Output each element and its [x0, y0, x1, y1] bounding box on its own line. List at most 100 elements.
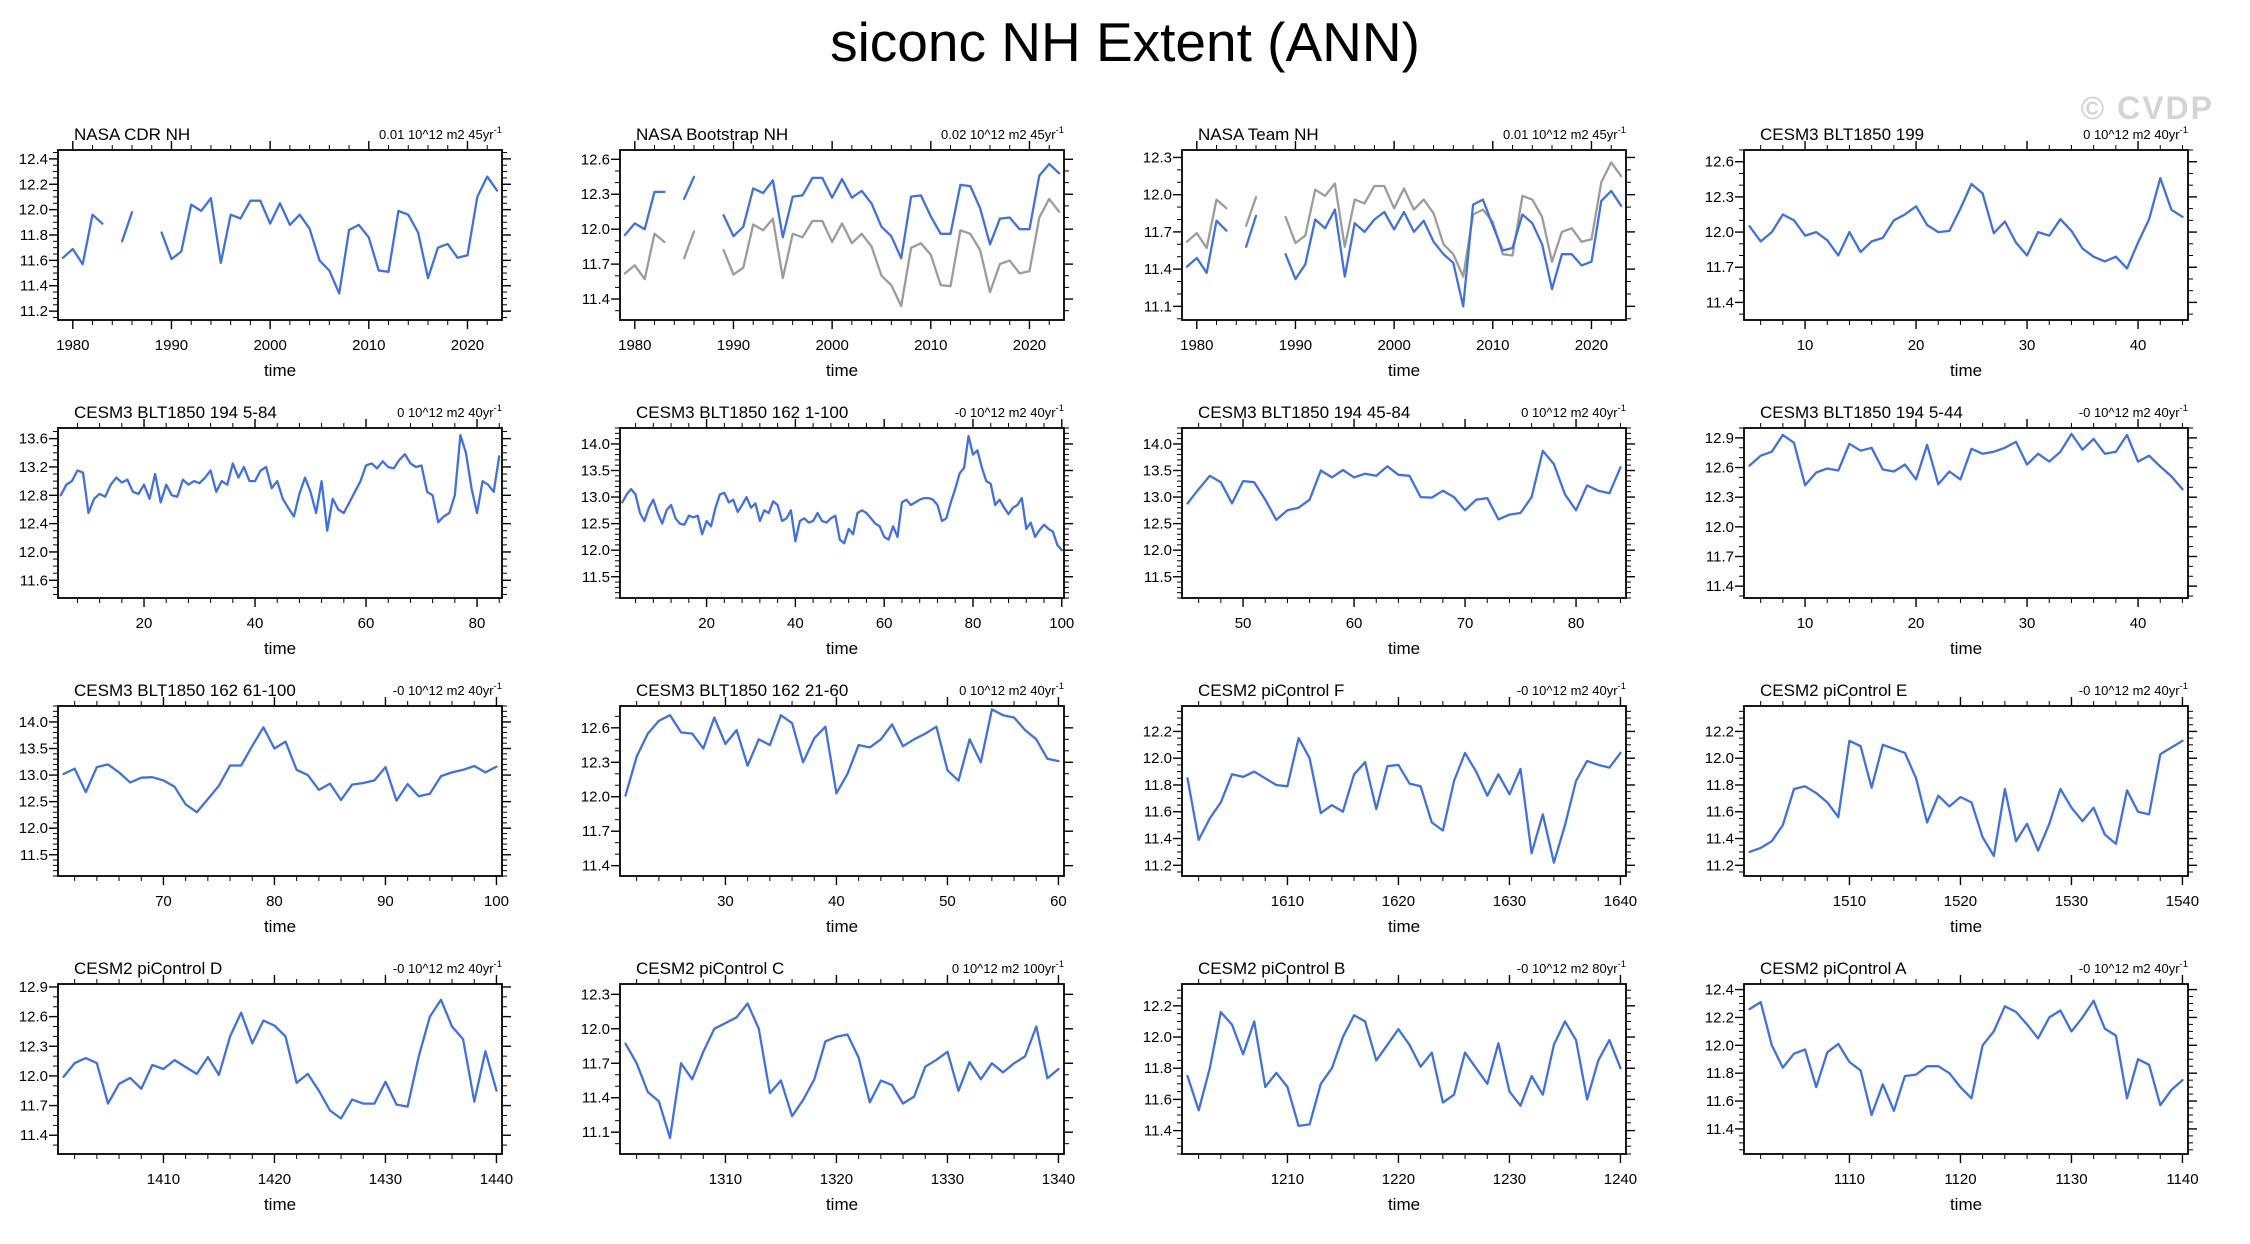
y-tick-label: 11.4: [582, 1089, 610, 1106]
trend-label: 0 10^12 m2 100yr-1: [952, 959, 1064, 976]
y-tick-label: 11.1: [1144, 298, 1172, 315]
line-chart: 50 60 70 80 11.5 12.0 12.5 13.0 13.5 14.0 CESM3 BL…: [1143, 403, 1635, 658]
x-tick-label: 1120: [1944, 1171, 1976, 1188]
series-line-gray: [1244, 195, 1258, 227]
x-tick-label: 1520: [1944, 893, 1977, 910]
series-line-gray: [1284, 160, 1623, 278]
y-tick-label: 11.7: [1144, 223, 1172, 240]
panel-title: CESM2 piControl F: [1198, 681, 1344, 700]
x-axis-label: time: [826, 1195, 858, 1214]
series-line-blue: [1748, 432, 2184, 490]
y-tick-label: 12.0: [581, 788, 610, 805]
x-axis-label: time: [1388, 361, 1420, 380]
x-tick-label: 70: [155, 893, 172, 910]
series-line-blue: [61, 213, 104, 265]
x-tick-label: 2010: [914, 337, 947, 354]
series-line-blue: [59, 433, 501, 532]
y-tick-label: 12.6: [1705, 459, 1734, 476]
x-tick-label: 1620: [1382, 893, 1415, 910]
y-tick-label: 12.6: [581, 719, 610, 736]
y-tick-label: 11.4: [582, 857, 610, 874]
series-line-blue: [682, 175, 696, 200]
line-chart: 1410 1420 1430 1440 11.4 11.7 12.0 12.3 12.6 12.9…: [19, 959, 513, 1214]
y-tick-label: 12.2: [19, 176, 48, 193]
x-tick-label: 1640: [1604, 893, 1637, 910]
x-tick-label: 80: [469, 615, 486, 632]
series-line-blue: [621, 434, 1063, 551]
x-tick-label: 10: [1797, 615, 1814, 632]
x-tick-label: 1980: [618, 337, 651, 354]
line-chart: 70 80 90 100 11.5 12.0 12.5 13.0 13.5 14.0 CESM3 B…: [19, 681, 511, 936]
y-tick-label: 12.3: [1705, 188, 1734, 205]
panel-title: CESM3 BLT1850 162 1-100: [636, 403, 848, 422]
y-tick-label: 12.0: [1705, 1037, 1734, 1054]
y-tick-label: 11.4: [1706, 294, 1734, 311]
series-line-gray: [682, 229, 696, 259]
y-tick-label: 11.4: [1144, 261, 1172, 278]
x-tick-label: 1510: [1833, 893, 1866, 910]
x-tick-label: 80: [1568, 615, 1585, 632]
panel-title: CESM3 BLT1850 162 61-100: [74, 681, 296, 700]
series-line-blue: [62, 725, 498, 813]
y-tick-label: 13.0: [581, 489, 610, 506]
trend-label: 0.01 10^12 m2 45yr-1: [379, 125, 502, 142]
line-chart: 1980 1990 2000 2010 2020 11.4 11.7 12.0 12.3 12.6…: [581, 125, 1073, 380]
panel-title: NASA Team NH: [1198, 125, 1319, 144]
x-tick-label: 1320: [820, 1171, 853, 1188]
y-tick-label: 11.7: [582, 823, 610, 840]
panel-title: CESM3 BLT1850 162 21-60: [636, 681, 848, 700]
chart-panel: 10 20 30 40 11.4 11.7 12.0 12.3 12.6 CESM3 BLT185…: [1686, 103, 2248, 381]
x-tick-label: 2020: [1575, 337, 1608, 354]
y-tick-label: 11.7: [1706, 259, 1734, 276]
x-tick-label: 40: [787, 615, 804, 632]
chart-panel: 1110 1120 1130 1140 11.4 11.6 11.8 12.0 12.2 12.4…: [1686, 937, 2248, 1215]
y-tick-label: 12.0: [19, 820, 48, 837]
page-title: siconc NH Extent (ANN): [830, 11, 1420, 73]
y-tick-label: 12.0: [1143, 1029, 1172, 1046]
x-tick-label: 1530: [2055, 893, 2088, 910]
trend-label: 0.02 10^12 m2 45yr-1: [941, 125, 1064, 142]
y-tick-label: 13.5: [1143, 462, 1172, 479]
x-tick-label: 70: [1457, 615, 1474, 632]
chart-panel: 10 20 30 40 11.4 11.7 12.0 12.3 12.6 12.9 CESM3 BL…: [1686, 381, 2248, 659]
y-tick-label: 12.3: [581, 186, 610, 203]
y-tick-label: 11.5: [20, 846, 48, 863]
y-tick-label: 12.3: [1705, 489, 1734, 506]
y-tick-label: 12.5: [581, 515, 610, 532]
chart-panel: 1510 1520 1530 1540 11.2 11.4 11.6 11.8 12.0 12.2…: [1686, 659, 2248, 937]
x-tick-label: 2010: [1476, 337, 1509, 354]
line-chart: 30 40 50 60 11.4 11.7 12.0 12.3 12.6 CESM3 BLT185…: [581, 681, 1073, 936]
panel-title: CESM3 BLT1850 194 5-84: [74, 403, 277, 422]
x-tick-label: 1990: [1279, 337, 1312, 354]
chart-panel: 30 40 50 60 11.4 11.7 12.0 12.3 12.6 CESM3 BLT185…: [562, 659, 1124, 937]
plot-frame: [1743, 704, 2189, 877]
plot-frame: [1181, 982, 1627, 1155]
x-tick-label: 1990: [155, 337, 188, 354]
y-tick-label: 11.7: [582, 256, 610, 273]
x-tick-label: 40: [2130, 615, 2147, 632]
line-chart: 1210 1220 1230 1240 11.4 11.6 11.8 12.0 12.2 CESM…: [1143, 959, 1637, 1214]
x-tick-label: 1980: [56, 337, 89, 354]
y-tick-label: 12.0: [1705, 518, 1734, 535]
x-tick-label: 2000: [253, 337, 286, 354]
trend-label: 0 10^12 m2 40yr-1: [397, 403, 502, 420]
chart-panel: 1980 1990 2000 2010 2020 11.2 11.4 11.6 11.8 12.0…: [0, 103, 562, 381]
x-axis-label: time: [826, 639, 858, 658]
y-tick-label: 12.8: [19, 487, 48, 504]
x-axis-label: time: [1950, 639, 1982, 658]
y-tick-label: 12.6: [581, 151, 610, 168]
x-axis-label: time: [826, 361, 858, 380]
x-tick-label: 1540: [2166, 893, 2199, 910]
x-tick-label: 2020: [451, 337, 484, 354]
y-tick-label: 11.6: [1144, 803, 1172, 820]
plot-frame: [1743, 148, 2189, 321]
chart-panel: 70 80 90 100 11.5 12.0 12.5 13.0 13.5 14.0 CESM3 B…: [0, 659, 562, 937]
x-tick-label: 90: [377, 893, 394, 910]
y-tick-label: 14.0: [19, 713, 48, 730]
y-tick-label: 12.3: [19, 1038, 48, 1055]
panel-title: CESM3 BLT1850 199: [1760, 125, 1924, 144]
x-tick-label: 1140: [2166, 1171, 2198, 1188]
y-tick-label: 12.0: [19, 1067, 48, 1084]
y-tick-label: 14.0: [581, 435, 610, 452]
y-tick-label: 11.4: [20, 277, 48, 294]
